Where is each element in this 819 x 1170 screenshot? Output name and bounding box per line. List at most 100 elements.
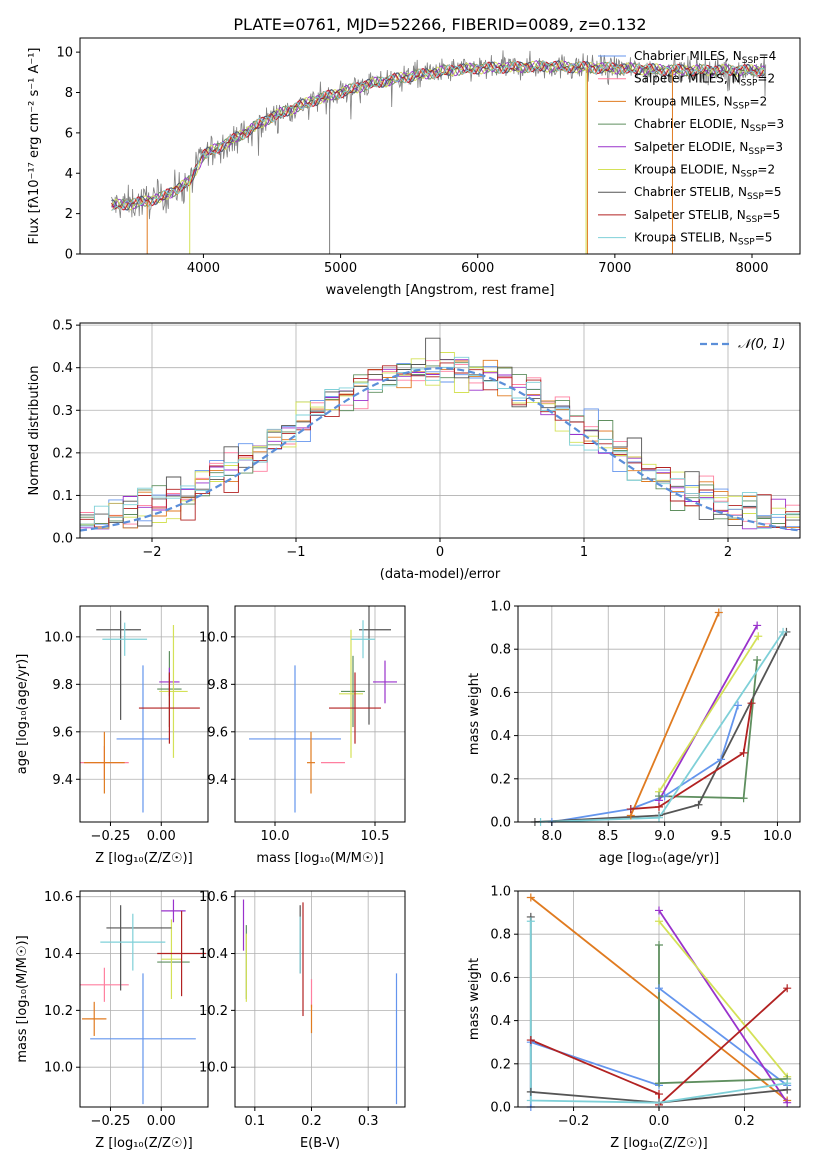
x-axis-label: wavelength [Angstrom, rest frame] — [326, 283, 555, 298]
x-tick-label: 7000 — [598, 261, 631, 276]
weight-marker — [739, 794, 748, 803]
x-tick-label: 6000 — [461, 261, 494, 276]
panel-mass-EBV: 0.1 0.2 0.3 10.0 10.2 10.4 10.6 E(B-V) — [199, 890, 406, 1151]
x-tick-label: 8.5 — [598, 829, 619, 844]
plot-area-weight-age — [534, 612, 788, 822]
y-tick-label: 10 — [56, 46, 73, 61]
model-line — [111, 60, 766, 211]
y-tick-label: 10.2 — [199, 1004, 228, 1019]
weight-marker — [526, 1096, 535, 1105]
plot-area-age-Z — [80, 610, 200, 813]
y-tick-label: 10.0 — [199, 1061, 228, 1076]
plot-area-mass-Z — [80, 899, 206, 1105]
y-tick-label: 0.8 — [490, 643, 511, 658]
x-axis-label: (data-model)/error — [380, 567, 501, 582]
legend-label: Chabrier MILES, NSSP=4 — [634, 49, 776, 66]
legend-label: Chabrier ELODIE, NSSP=3 — [634, 117, 784, 134]
weight-line — [658, 909, 788, 1104]
weight-marker — [655, 941, 663, 949]
x-tick-label: 0.3 — [358, 1114, 379, 1129]
legend-label: Kroupa STELIB, NSSP=5 — [634, 231, 772, 248]
x-tick-label: 0.2 — [301, 1114, 322, 1129]
y-tick-label: 0.0 — [52, 532, 73, 547]
weight-line — [658, 624, 758, 801]
weight-marker — [655, 792, 663, 801]
x-tick-label: 5000 — [324, 261, 357, 276]
weight-marker — [739, 748, 748, 757]
weight-marker — [626, 805, 635, 814]
y-tick-label: 10.6 — [44, 890, 73, 905]
y-tick-label: 1.0 — [490, 885, 511, 900]
weight-line — [534, 631, 788, 822]
model-line — [111, 60, 766, 211]
weight-marker — [526, 1036, 535, 1045]
y-tick-label: 9.8 — [52, 678, 73, 693]
y-tick-label: 9.4 — [52, 773, 73, 788]
weight-marker — [655, 1098, 663, 1107]
axes-frame — [234, 890, 406, 1108]
figure-title: PLATE=0761, MJD=52266, FIBERID=0089, z=0… — [233, 15, 646, 34]
weight-line — [529, 921, 788, 1104]
panel-age-mass: 10.0 10.5 9.4 9.6 9.8 10.0 mass [log₁₀(M/M☉)] — [199, 605, 406, 866]
weight-marker — [655, 917, 663, 926]
weight-marker — [783, 984, 792, 993]
y-tick-label: 4 — [65, 167, 73, 182]
x-axis-label: Z [log₁₀(Z/Z☉)] — [610, 1136, 707, 1151]
x-axis-label: E(B-V) — [300, 1136, 340, 1151]
y-tick-label: 0.6 — [490, 971, 511, 986]
weight-marker — [655, 813, 663, 822]
x-tick-label: 9.0 — [654, 829, 675, 844]
weight-line — [658, 635, 760, 793]
weight-line — [629, 612, 720, 816]
y-tick-label: 0.5 — [52, 319, 73, 334]
x-tick-label: 1 — [580, 545, 588, 560]
x-axis-label: Z [log₁₀(Z/Z☉)] — [95, 851, 192, 866]
weight-marker — [733, 701, 742, 710]
y-tick-label: 9.6 — [52, 725, 73, 740]
weight-line — [658, 659, 758, 800]
weight-marker — [754, 632, 763, 641]
weight-marker — [779, 627, 788, 636]
legend-label: Salpeter STELIB, NSSP=5 — [634, 208, 780, 225]
panel-residuals: −2 −1 0 1 2 0.0 0.1 0.2 0.3 0.4 0.5 (data-model)/er… — [27, 319, 801, 582]
y-tick-label: 9.6 — [207, 725, 228, 740]
panel-spectrum: 4000 5000 6000 7000 8000 0 2 4 6 8 10 wavelength [A… — [27, 37, 801, 298]
panel-weight-Z: −0.2 0.0 0.2 0.0 0.2 0.4 0.6 0.8 1.0 Z [log₁₀(Z/Z… — [467, 885, 801, 1151]
y-axis-label: mass [log₁₀(M/M☉)] — [15, 935, 30, 1062]
weight-marker — [526, 917, 535, 926]
y-axis-label: mass weight — [467, 673, 482, 755]
y-tick-label: 0.6 — [490, 686, 511, 701]
x-tick-label: −0.25 — [91, 1114, 131, 1129]
weight-marker — [526, 893, 535, 902]
y-tick-label: 10.0 — [199, 630, 228, 645]
y-tick-label: 0.3 — [52, 404, 73, 419]
y-axis-label: Normed distribution — [27, 366, 42, 496]
x-axis-label: age [log₁₀(age/yr)] — [599, 851, 720, 866]
y-tick-label: 9.8 — [207, 678, 228, 693]
weight-marker — [655, 984, 663, 993]
normal-curve — [80, 367, 800, 532]
x-tick-label: 0.2 — [734, 1114, 755, 1129]
y-tick-label: 0.8 — [490, 928, 511, 943]
histogram-step — [80, 337, 800, 538]
x-tick-label: 0.1 — [244, 1114, 265, 1129]
weight-marker — [694, 800, 703, 809]
x-axis-label: Z [log₁₀(Z/Z☉)] — [95, 1136, 192, 1151]
x-tick-label: −1 — [286, 545, 305, 560]
y-tick-label: 0.4 — [490, 1014, 511, 1029]
x-tick-label: −0.25 — [91, 829, 131, 844]
y-tick-label: 8 — [65, 86, 73, 101]
y-axis-label: mass weight — [467, 958, 482, 1040]
y-tick-label: 10.4 — [44, 947, 73, 962]
y-tick-label: 2 — [65, 207, 73, 222]
panel-weight-age: 8.0 8.5 9.0 9.5 10.0 0.0 0.2 0.4 0.6 0.8 1.0 age [l… — [467, 600, 801, 866]
legend-label: Salpeter ELODIE, NSSP=3 — [634, 140, 783, 157]
y-tick-label: 0.4 — [490, 729, 511, 744]
axes-frame — [79, 37, 801, 255]
y-axis-label: age [log₁₀(age/yr)] — [15, 654, 30, 775]
histogram-step — [80, 352, 800, 538]
y-tick-label: 10.0 — [44, 630, 73, 645]
x-tick-label: 0.00 — [147, 829, 176, 844]
weight-marker — [753, 621, 762, 630]
y-tick-label: 10.4 — [199, 947, 228, 962]
